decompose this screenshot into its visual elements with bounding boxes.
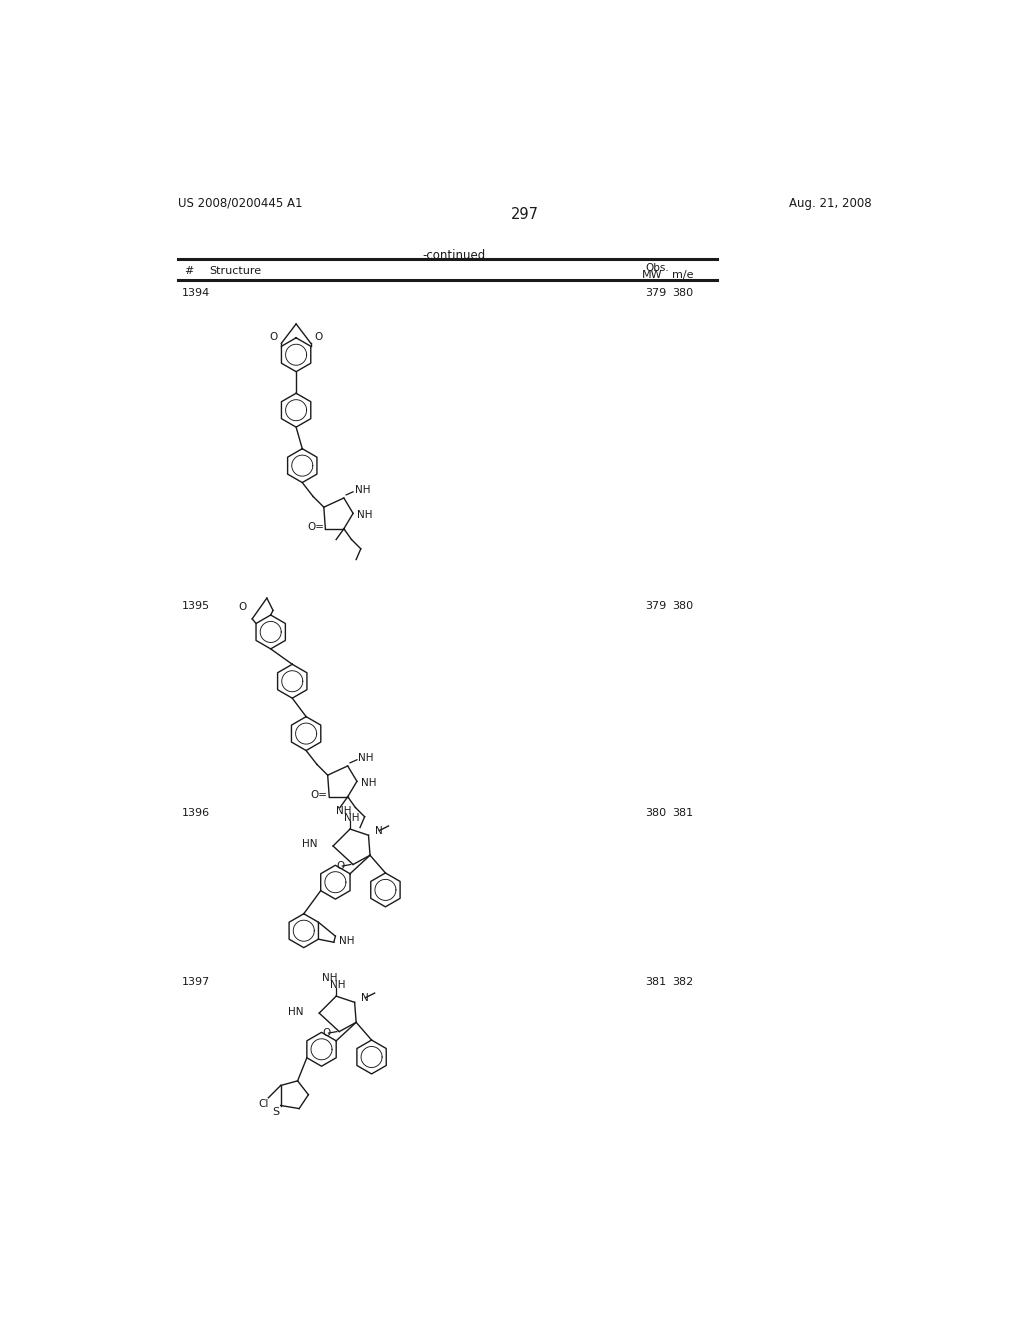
Text: NH: NH	[358, 754, 374, 763]
Text: 380: 380	[672, 601, 693, 611]
Text: 380: 380	[645, 808, 666, 817]
Text: US 2008/0200445 A1: US 2008/0200445 A1	[178, 197, 303, 210]
Text: O=: O=	[310, 791, 328, 800]
Text: S: S	[272, 1106, 280, 1117]
Text: 1395: 1395	[182, 601, 210, 611]
Text: O: O	[314, 333, 323, 342]
Text: NH: NH	[360, 777, 376, 788]
Text: NH: NH	[344, 813, 359, 824]
Text: NH: NH	[330, 981, 345, 990]
Text: 1396: 1396	[182, 808, 210, 817]
Text: O: O	[239, 602, 247, 612]
Text: N: N	[360, 993, 369, 1003]
Text: NH: NH	[357, 510, 373, 520]
Text: Obs.: Obs.	[645, 263, 669, 273]
Text: MW: MW	[642, 271, 663, 280]
Text: #: #	[184, 267, 194, 276]
Text: -continued: -continued	[422, 249, 485, 263]
Text: m/e: m/e	[672, 271, 693, 280]
Text: Aug. 21, 2008: Aug. 21, 2008	[788, 197, 871, 210]
Text: O: O	[336, 861, 344, 871]
Text: 382: 382	[672, 977, 693, 987]
Text: 381: 381	[645, 977, 666, 987]
Text: NH: NH	[323, 973, 338, 982]
Text: O=: O=	[307, 523, 324, 532]
Text: 379: 379	[645, 288, 667, 298]
Text: NH: NH	[336, 805, 351, 816]
Text: O: O	[323, 1028, 331, 1038]
Text: NH: NH	[339, 936, 354, 945]
Text: O: O	[269, 333, 278, 342]
Text: HN: HN	[289, 1007, 304, 1016]
Text: 1397: 1397	[182, 977, 210, 987]
Text: HN: HN	[302, 840, 317, 850]
Text: 297: 297	[511, 207, 539, 222]
Text: 379: 379	[645, 601, 667, 611]
Text: Structure: Structure	[209, 267, 261, 276]
Text: N: N	[375, 825, 382, 836]
Text: 380: 380	[672, 288, 693, 298]
Text: NH: NH	[354, 486, 370, 495]
Text: 381: 381	[672, 808, 693, 817]
Text: 1394: 1394	[182, 288, 210, 298]
Text: Cl: Cl	[258, 1100, 269, 1109]
